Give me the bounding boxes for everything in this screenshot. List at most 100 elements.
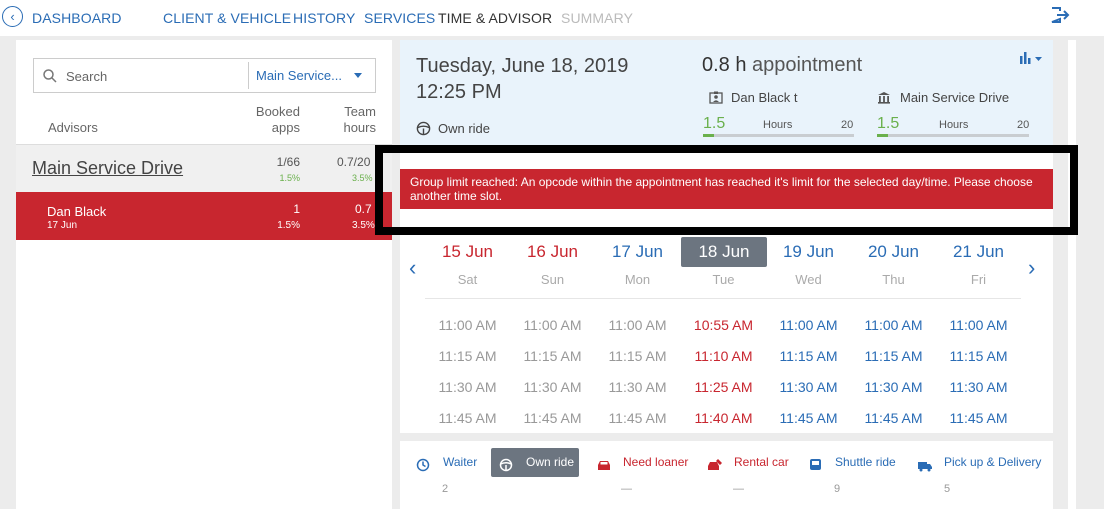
day-21-jun[interactable]: 21 Jun	[952, 242, 1005, 261]
time-slot[interactable]: 11:00 AM	[779, 317, 838, 333]
transport-label: Waiter	[443, 455, 478, 469]
advisor-team-pct: 3.5%	[352, 220, 375, 231]
transport-shuttle-ride[interactable]: Shuttle ride	[808, 448, 896, 477]
calendar-divider	[425, 298, 1021, 299]
nav-summary: SUMMARY	[561, 10, 634, 26]
drive-hours-max: 20	[1017, 119, 1030, 131]
col-header-booked-line1: Booked	[255, 104, 300, 119]
logout-icon[interactable]	[1050, 6, 1070, 24]
day-20-jun[interactable]: 20 Jun	[867, 242, 920, 261]
time-slot[interactable]: 11:00 AM	[864, 317, 923, 333]
time-slot[interactable]: 11:30 AM	[779, 379, 838, 395]
advisor-row[interactable]: Dan Black 17 Jun 1 1.5% 0.7 3.5%	[16, 192, 392, 240]
weekday-label: Mon	[624, 272, 651, 287]
transport-count: 9	[834, 483, 841, 495]
col-header-booked-line2: apps	[271, 120, 300, 135]
time-slot: 11:00 AM	[523, 317, 582, 333]
time-slot: 11:30 AM	[438, 379, 497, 395]
advisor-name: Dan Black	[47, 204, 107, 219]
appointment-info: Tuesday, June 18, 2019 12:25 PM Own ride…	[400, 40, 1053, 148]
chart-menu-icon[interactable]	[1019, 51, 1043, 65]
transport-label: Need loaner	[623, 455, 689, 469]
transport-label: Shuttle ride	[835, 455, 896, 469]
time-slot[interactable]: 11:45 AM	[949, 410, 1008, 426]
group-name-link[interactable]: Main Service Drive	[32, 158, 184, 178]
transport-label: Rental car	[734, 455, 789, 469]
group-team-pct: 3.5%	[352, 173, 373, 183]
weekday-label: Fri	[970, 272, 987, 287]
advisor-booked-pct: 1.5%	[277, 220, 300, 231]
appointment-date: Tuesday, June 18, 2019	[416, 55, 629, 77]
chevron-right-icon[interactable]: ›	[1028, 255, 1036, 280]
day-15-jun[interactable]: 15 Jun	[441, 242, 494, 261]
day-19-jun[interactable]: 19 Jun	[782, 242, 835, 261]
col-header-team: Team hours	[326, 104, 376, 136]
group-booked-pct: 1.5%	[279, 173, 300, 183]
transport-count: —	[733, 483, 744, 495]
day-16-jun[interactable]: 16 Jun	[526, 242, 579, 261]
transport-need-loaner[interactable]: Need loaner	[596, 448, 689, 477]
advisor-badge-icon	[709, 91, 723, 104]
col-header-booked: Booked apps	[246, 104, 300, 136]
transport-waiter[interactable]: Waiter	[416, 448, 478, 477]
chevron-down-icon[interactable]	[354, 73, 362, 78]
day-17-jun[interactable]: 17 Jun	[611, 242, 664, 261]
group-booked: 1/66	[276, 155, 300, 169]
duration-value: 0.8 h	[702, 54, 747, 76]
time-slot[interactable]: 11:45 AM	[864, 410, 923, 426]
nav-client-vehicle[interactable]: CLIENT & VEHICLE	[163, 10, 292, 26]
col-header-advisors: Advisors	[48, 120, 98, 135]
time-slot[interactable]: 11:10 AM	[694, 348, 753, 364]
chevron-left-icon[interactable]: ‹	[409, 255, 417, 280]
day-18-jun[interactable]: 18 Jun	[681, 237, 767, 267]
time-slot: 11:00 AM	[608, 317, 667, 333]
time-slot[interactable]: 11:45 AM	[779, 410, 838, 426]
weekday-label: Sat	[457, 272, 478, 287]
nav-time-advisor[interactable]: TIME & ADVISOR	[438, 10, 553, 26]
time-slot[interactable]: 11:15 AM	[779, 348, 838, 364]
transport-own-ride[interactable]: Own ride	[491, 448, 579, 477]
advisor-panel: Search Main Service... Advisors Booked a…	[16, 40, 392, 509]
weekday-label: Sun	[540, 272, 565, 287]
transport-count: 2	[442, 483, 449, 495]
nav-dashboard[interactable]: DASHBOARD	[32, 10, 122, 26]
time-slot[interactable]: 11:40 AM	[694, 410, 753, 426]
drive-name-info: Main Service Drive	[900, 90, 1010, 105]
drive-filter-select[interactable]: Main Service...	[256, 68, 342, 83]
group-team: 0.7/20	[337, 155, 371, 169]
top-navigation: ‹ DASHBOARD CLIENT & VEHICLE HISTORY SER…	[0, 0, 1104, 36]
time-slot[interactable]: 11:25 AM	[694, 379, 753, 395]
advisor-hours-max: 20	[841, 119, 854, 131]
time-slot[interactable]: 11:15 AM	[949, 348, 1008, 364]
search-filter-bar: Search Main Service...	[33, 58, 376, 93]
time-slot: 11:15 AM	[523, 348, 582, 364]
group-row[interactable]: Main Service Drive 1/66 1.5% 0.7/20 3.5%	[16, 144, 392, 192]
transport-count: —	[621, 483, 632, 495]
time-slot[interactable]: 11:15 AM	[864, 348, 923, 364]
drive-hours-fill	[877, 134, 889, 137]
building-icon	[878, 92, 890, 104]
transport-pick-up-delivery[interactable]: Pick up & Delivery	[917, 448, 1041, 477]
transport-mode: Own ride	[438, 121, 491, 136]
time-slot[interactable]: 11:00 AM	[949, 317, 1008, 333]
chevron-left-icon[interactable]: ‹	[2, 6, 23, 27]
time-slot[interactable]: 10:55 AM	[693, 317, 754, 333]
transport-rental-car[interactable]: Rental car	[707, 448, 789, 477]
steering-wheel-icon	[499, 455, 515, 484]
advisor-name-info: Dan Black t	[731, 90, 798, 105]
shuttle-icon	[808, 455, 824, 484]
search-input[interactable]: Search	[66, 69, 108, 84]
weekday-label: Thu	[882, 272, 905, 287]
highlight-box	[375, 145, 1078, 235]
time-slot: 11:30 AM	[523, 379, 582, 395]
nav-services[interactable]: SERVICES	[364, 10, 436, 26]
time-slot[interactable]: 11:30 AM	[864, 379, 923, 395]
car-icon	[596, 455, 612, 484]
search-icon	[43, 69, 57, 83]
time-slot[interactable]: 11:30 AM	[949, 379, 1008, 395]
duration-suffix: appointment	[752, 54, 863, 76]
transport-label: Own ride	[526, 455, 575, 469]
nav-history[interactable]: HISTORY	[293, 10, 356, 26]
time-slot: 11:45 AM	[523, 410, 582, 426]
pickup-delivery-icon	[917, 455, 933, 484]
